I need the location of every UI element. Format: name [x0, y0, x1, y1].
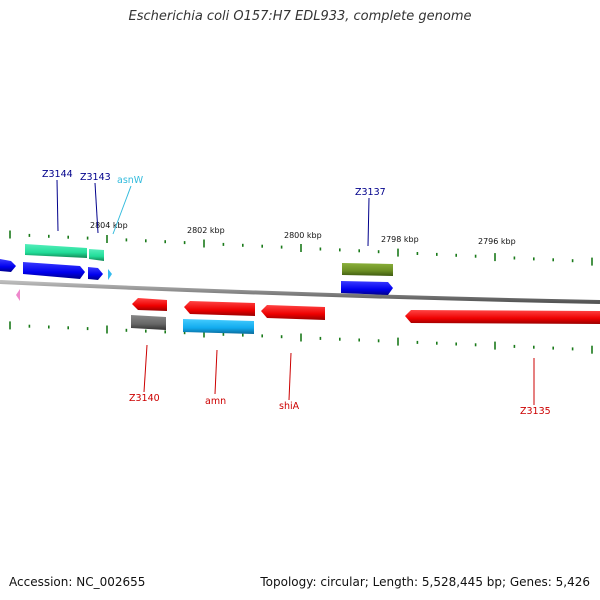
label-shia[interactable]: shiA	[279, 401, 300, 412]
reverse-features	[131, 298, 600, 334]
accession-text: Accession: NC_002655	[9, 575, 146, 589]
feature-labels: Z3144 Z3143 asnW Z3137 Z3140 amn shiA Z3…	[42, 169, 551, 417]
label-amn[interactable]: amn	[205, 396, 226, 407]
label-z3144[interactable]: Z3144	[42, 169, 73, 180]
feature-z3144[interactable]	[0, 259, 16, 272]
feature-olive[interactable]	[342, 263, 393, 276]
scale-labels: 2804 kbp 2802 kbp 2800 kbp 2798 kbp 2796…	[90, 221, 516, 246]
feature-amn[interactable]	[184, 301, 255, 316]
label-leaders	[56, 179, 535, 405]
feature-z3135[interactable]	[405, 310, 600, 324]
genome-title: Escherichia coli O157:H7 EDL933, complet…	[128, 9, 472, 24]
feature-shia[interactable]	[261, 305, 325, 320]
label-z3140[interactable]: Z3140	[129, 393, 160, 404]
label-z3143[interactable]: Z3143	[80, 172, 111, 183]
scale-label-2802: 2802 kbp	[187, 226, 225, 235]
feature-teal-bar-2[interactable]	[89, 249, 104, 261]
feature-z3143[interactable]	[88, 267, 103, 280]
label-asnw[interactable]: asnW	[117, 175, 144, 186]
genome-backbone	[0, 280, 600, 304]
feature-pink[interactable]	[16, 289, 20, 301]
forward-features	[0, 244, 393, 301]
label-z3135[interactable]: Z3135	[520, 406, 551, 417]
feature-z3140[interactable]	[132, 298, 167, 311]
scale-label-2796: 2796 kbp	[478, 237, 516, 246]
reverse-tick-row	[9, 321, 593, 354]
scale-label-2804: 2804 kbp	[90, 221, 128, 230]
feature-cyan[interactable]	[183, 319, 254, 334]
feature-z3144-arrow[interactable]	[23, 262, 85, 279]
label-z3137[interactable]: Z3137	[355, 187, 386, 198]
feature-z3137[interactable]	[341, 281, 393, 295]
feature-asnw[interactable]	[108, 269, 112, 280]
genome-summary-text: Topology: circular; Length: 5,528,445 bp…	[260, 575, 590, 589]
feature-gray[interactable]	[131, 315, 166, 330]
forward-tick-row	[9, 230, 593, 266]
scale-label-2800: 2800 kbp	[284, 231, 322, 240]
feature-teal-bar[interactable]	[25, 244, 87, 258]
scale-label-2798: 2798 kbp	[381, 235, 419, 244]
